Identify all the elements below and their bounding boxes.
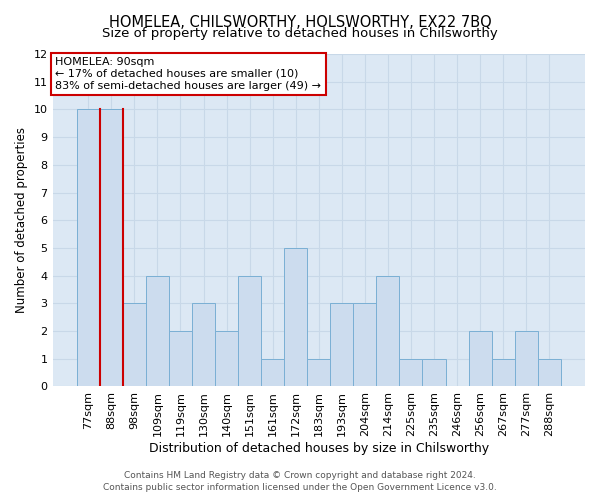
Text: Contains HM Land Registry data © Crown copyright and database right 2024.
Contai: Contains HM Land Registry data © Crown c… bbox=[103, 471, 497, 492]
Bar bbox=[146, 276, 169, 386]
Bar bbox=[238, 276, 261, 386]
Bar bbox=[422, 359, 446, 386]
Bar bbox=[400, 359, 422, 386]
Y-axis label: Number of detached properties: Number of detached properties bbox=[15, 127, 28, 313]
Bar bbox=[515, 331, 538, 386]
Bar bbox=[192, 304, 215, 386]
Bar bbox=[491, 359, 515, 386]
Bar bbox=[284, 248, 307, 386]
Text: HOMELEA: 90sqm
← 17% of detached houses are smaller (10)
83% of semi-detached ho: HOMELEA: 90sqm ← 17% of detached houses … bbox=[55, 58, 321, 90]
Bar bbox=[100, 110, 123, 386]
Bar bbox=[215, 331, 238, 386]
Bar bbox=[77, 110, 100, 386]
X-axis label: Distribution of detached houses by size in Chilsworthy: Distribution of detached houses by size … bbox=[149, 442, 489, 455]
Bar bbox=[330, 304, 353, 386]
Bar bbox=[261, 359, 284, 386]
Bar bbox=[376, 276, 400, 386]
Bar bbox=[169, 331, 192, 386]
Text: HOMELEA, CHILSWORTHY, HOLSWORTHY, EX22 7BQ: HOMELEA, CHILSWORTHY, HOLSWORTHY, EX22 7… bbox=[109, 15, 491, 30]
Text: Size of property relative to detached houses in Chilsworthy: Size of property relative to detached ho… bbox=[102, 28, 498, 40]
Bar bbox=[307, 359, 330, 386]
Bar bbox=[538, 359, 561, 386]
Bar bbox=[353, 304, 376, 386]
Bar bbox=[469, 331, 491, 386]
Bar bbox=[123, 304, 146, 386]
